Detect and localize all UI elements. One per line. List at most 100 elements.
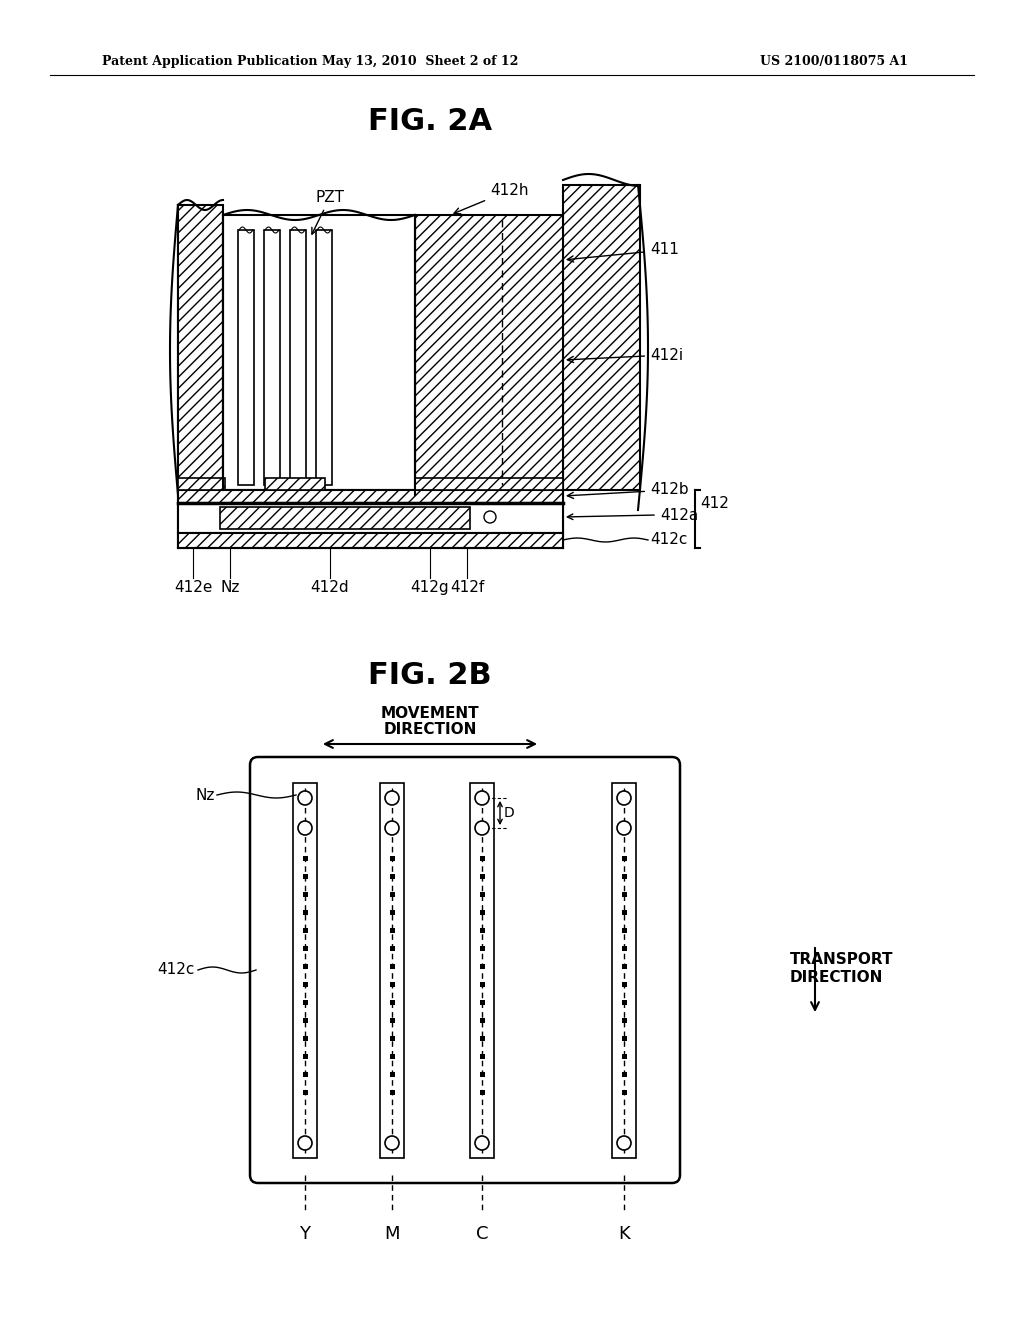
Bar — [389, 964, 394, 969]
Bar — [389, 1053, 394, 1059]
Text: FIG. 2A: FIG. 2A — [368, 107, 493, 136]
Bar — [389, 999, 394, 1005]
Bar — [302, 928, 307, 932]
Bar — [622, 1089, 627, 1094]
Bar — [479, 928, 484, 932]
Bar — [622, 1053, 627, 1059]
Bar — [389, 874, 394, 879]
Text: Y: Y — [299, 1225, 310, 1243]
Bar — [302, 964, 307, 969]
Bar — [622, 964, 627, 969]
Bar — [389, 1089, 394, 1094]
Bar — [302, 855, 307, 861]
Circle shape — [385, 821, 399, 836]
Text: 412f: 412f — [450, 579, 484, 595]
Bar — [622, 945, 627, 950]
Text: DIRECTION: DIRECTION — [383, 722, 477, 738]
Bar — [479, 999, 484, 1005]
Bar — [479, 945, 484, 950]
Text: C: C — [476, 1225, 488, 1243]
Circle shape — [475, 821, 489, 836]
Text: 412e: 412e — [174, 579, 212, 595]
Bar — [470, 783, 494, 1158]
Bar — [479, 1072, 484, 1077]
Bar — [622, 874, 627, 879]
Text: 412: 412 — [700, 495, 729, 511]
Text: 412b: 412b — [567, 483, 688, 499]
Bar — [302, 999, 307, 1005]
Bar — [389, 1018, 394, 1023]
Bar — [622, 855, 627, 861]
Bar — [302, 1018, 307, 1023]
Circle shape — [617, 821, 631, 836]
Circle shape — [617, 1137, 631, 1150]
Bar — [290, 230, 306, 484]
Bar — [389, 945, 394, 950]
Bar — [178, 478, 225, 490]
Bar — [302, 1053, 307, 1059]
Bar — [479, 1089, 484, 1094]
Circle shape — [385, 1137, 399, 1150]
Text: DIRECTION: DIRECTION — [790, 970, 884, 986]
Text: K: K — [618, 1225, 630, 1243]
Bar — [479, 891, 484, 896]
Bar — [622, 1072, 627, 1077]
Bar — [479, 1018, 484, 1023]
Bar — [238, 230, 254, 484]
Bar — [622, 909, 627, 915]
Bar — [389, 891, 394, 896]
Bar — [264, 230, 280, 484]
Bar — [622, 891, 627, 896]
Bar — [293, 783, 317, 1158]
Text: Patent Application Publication: Patent Application Publication — [102, 55, 317, 69]
Bar — [380, 783, 404, 1158]
Circle shape — [617, 791, 631, 805]
Bar — [302, 891, 307, 896]
Bar — [178, 490, 563, 503]
Bar — [622, 928, 627, 932]
Bar — [479, 1035, 484, 1040]
Bar — [622, 1018, 627, 1023]
Bar — [389, 928, 394, 932]
Bar — [479, 909, 484, 915]
Text: FIG. 2B: FIG. 2B — [369, 660, 492, 689]
Text: M: M — [384, 1225, 399, 1243]
Text: May 13, 2010  Sheet 2 of 12: May 13, 2010 Sheet 2 of 12 — [322, 55, 518, 69]
Bar — [415, 478, 563, 490]
Bar — [302, 909, 307, 915]
Bar — [389, 855, 394, 861]
Bar — [612, 783, 636, 1158]
Bar — [415, 215, 563, 490]
Text: 412c: 412c — [158, 962, 195, 978]
Circle shape — [298, 1137, 312, 1150]
Text: 412g: 412g — [411, 579, 450, 595]
Bar — [479, 874, 484, 879]
Bar — [389, 982, 394, 986]
Bar — [389, 1072, 394, 1077]
FancyBboxPatch shape — [250, 756, 680, 1183]
Text: 411: 411 — [567, 243, 679, 261]
Bar — [479, 982, 484, 986]
Bar — [178, 205, 223, 490]
Bar — [220, 507, 470, 529]
Bar — [563, 185, 640, 490]
Bar — [302, 1072, 307, 1077]
Bar — [265, 478, 325, 490]
Bar — [178, 533, 563, 548]
Text: PZT: PZT — [312, 190, 344, 234]
Bar — [178, 503, 563, 533]
Text: Nz: Nz — [220, 579, 240, 595]
Text: 412a: 412a — [660, 507, 698, 523]
Circle shape — [298, 821, 312, 836]
Bar — [622, 982, 627, 986]
Circle shape — [484, 511, 496, 523]
Text: D: D — [504, 807, 515, 820]
Text: Nz: Nz — [196, 788, 215, 803]
Text: 412d: 412d — [310, 579, 349, 595]
Bar — [479, 1053, 484, 1059]
Bar — [316, 230, 332, 484]
Bar — [389, 909, 394, 915]
Bar — [302, 1035, 307, 1040]
Circle shape — [475, 1137, 489, 1150]
Bar — [223, 215, 415, 490]
